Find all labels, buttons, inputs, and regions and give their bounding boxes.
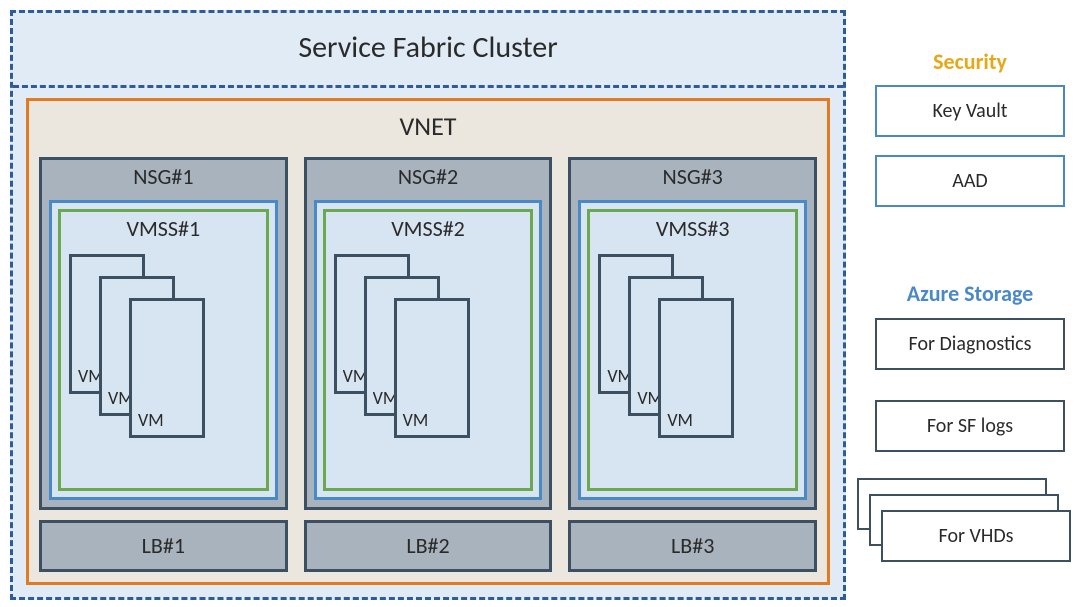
nsg-title: NSG#1	[42, 160, 285, 196]
vhd-stack: For VHDs	[857, 478, 1069, 574]
vmss-title: VMSS#1	[61, 212, 266, 248]
vmss-box: VMSS#3 VM VM VM	[587, 209, 798, 491]
vm-box: VM	[394, 298, 470, 438]
vm-label: VM	[138, 409, 164, 431]
vm-label: VM	[607, 365, 629, 387]
vm-stack: VM VM VM	[69, 254, 258, 480]
vmss-box: VMSS#1 VM VM VM	[58, 209, 269, 491]
nsg-box: NSG#1 VMSS#1 VM VM VM	[39, 157, 288, 510]
vmss-box: VMSS#2 VM VM VM	[323, 209, 534, 491]
nsg-title: NSG#2	[307, 160, 550, 196]
service-fabric-cluster: Service Fabric Cluster VNET NSG#1 VMSS#1…	[10, 10, 846, 600]
cluster-divider	[13, 85, 843, 88]
vm-stack: VM VM VM	[334, 254, 523, 480]
vm-label: VM	[108, 387, 130, 409]
vm-label: VM	[343, 365, 365, 387]
vm-label: VM	[667, 409, 693, 431]
lb-box: LB#2	[304, 520, 553, 572]
vm-label: VM	[373, 387, 395, 409]
vm-label: VM	[403, 409, 429, 431]
vnet-columns: NSG#1 VMSS#1 VM VM VM LB#1	[39, 157, 817, 572]
aad-box: AAD	[875, 155, 1065, 207]
lb-box: LB#1	[39, 520, 288, 572]
nsg-column-3: NSG#3 VMSS#3 VM VM VM LB#3	[568, 157, 817, 572]
vnet-title: VNET	[29, 101, 827, 151]
vm-label: VM	[637, 387, 659, 409]
nsg-column-2: NSG#2 VMSS#2 VM VM VM LB#2	[304, 157, 553, 572]
vm-stack: VM VM VM	[598, 254, 787, 480]
storage-heading: Azure Storage	[875, 280, 1065, 307]
nsg-column-1: NSG#1 VMSS#1 VM VM VM LB#1	[39, 157, 288, 572]
vmss-title: VMSS#3	[590, 212, 795, 248]
nsg-inner: VMSS#1 VM VM VM	[49, 200, 278, 500]
vhd-box: For VHDs	[881, 510, 1071, 562]
vm-box: VM	[658, 298, 734, 438]
nsg-title: NSG#3	[571, 160, 814, 196]
diagnostics-box: For Diagnostics	[875, 318, 1065, 370]
nsg-inner: VMSS#2 VM VM VM	[314, 200, 543, 500]
vmss-title: VMSS#2	[326, 212, 531, 248]
vnet-box: VNET NSG#1 VMSS#1 VM VM VM	[26, 98, 830, 585]
cluster-title: Service Fabric Cluster	[13, 13, 843, 85]
nsg-inner: VMSS#3 VM VM VM	[578, 200, 807, 500]
sf-logs-box: For SF logs	[875, 400, 1065, 452]
nsg-box: NSG#2 VMSS#2 VM VM VM	[304, 157, 553, 510]
vm-box: VM	[129, 298, 205, 438]
nsg-box: NSG#3 VMSS#3 VM VM VM	[568, 157, 817, 510]
key-vault-box: Key Vault	[875, 85, 1065, 137]
security-heading: Security	[875, 48, 1065, 75]
lb-box: LB#3	[568, 520, 817, 572]
vm-label: VM	[78, 365, 100, 387]
